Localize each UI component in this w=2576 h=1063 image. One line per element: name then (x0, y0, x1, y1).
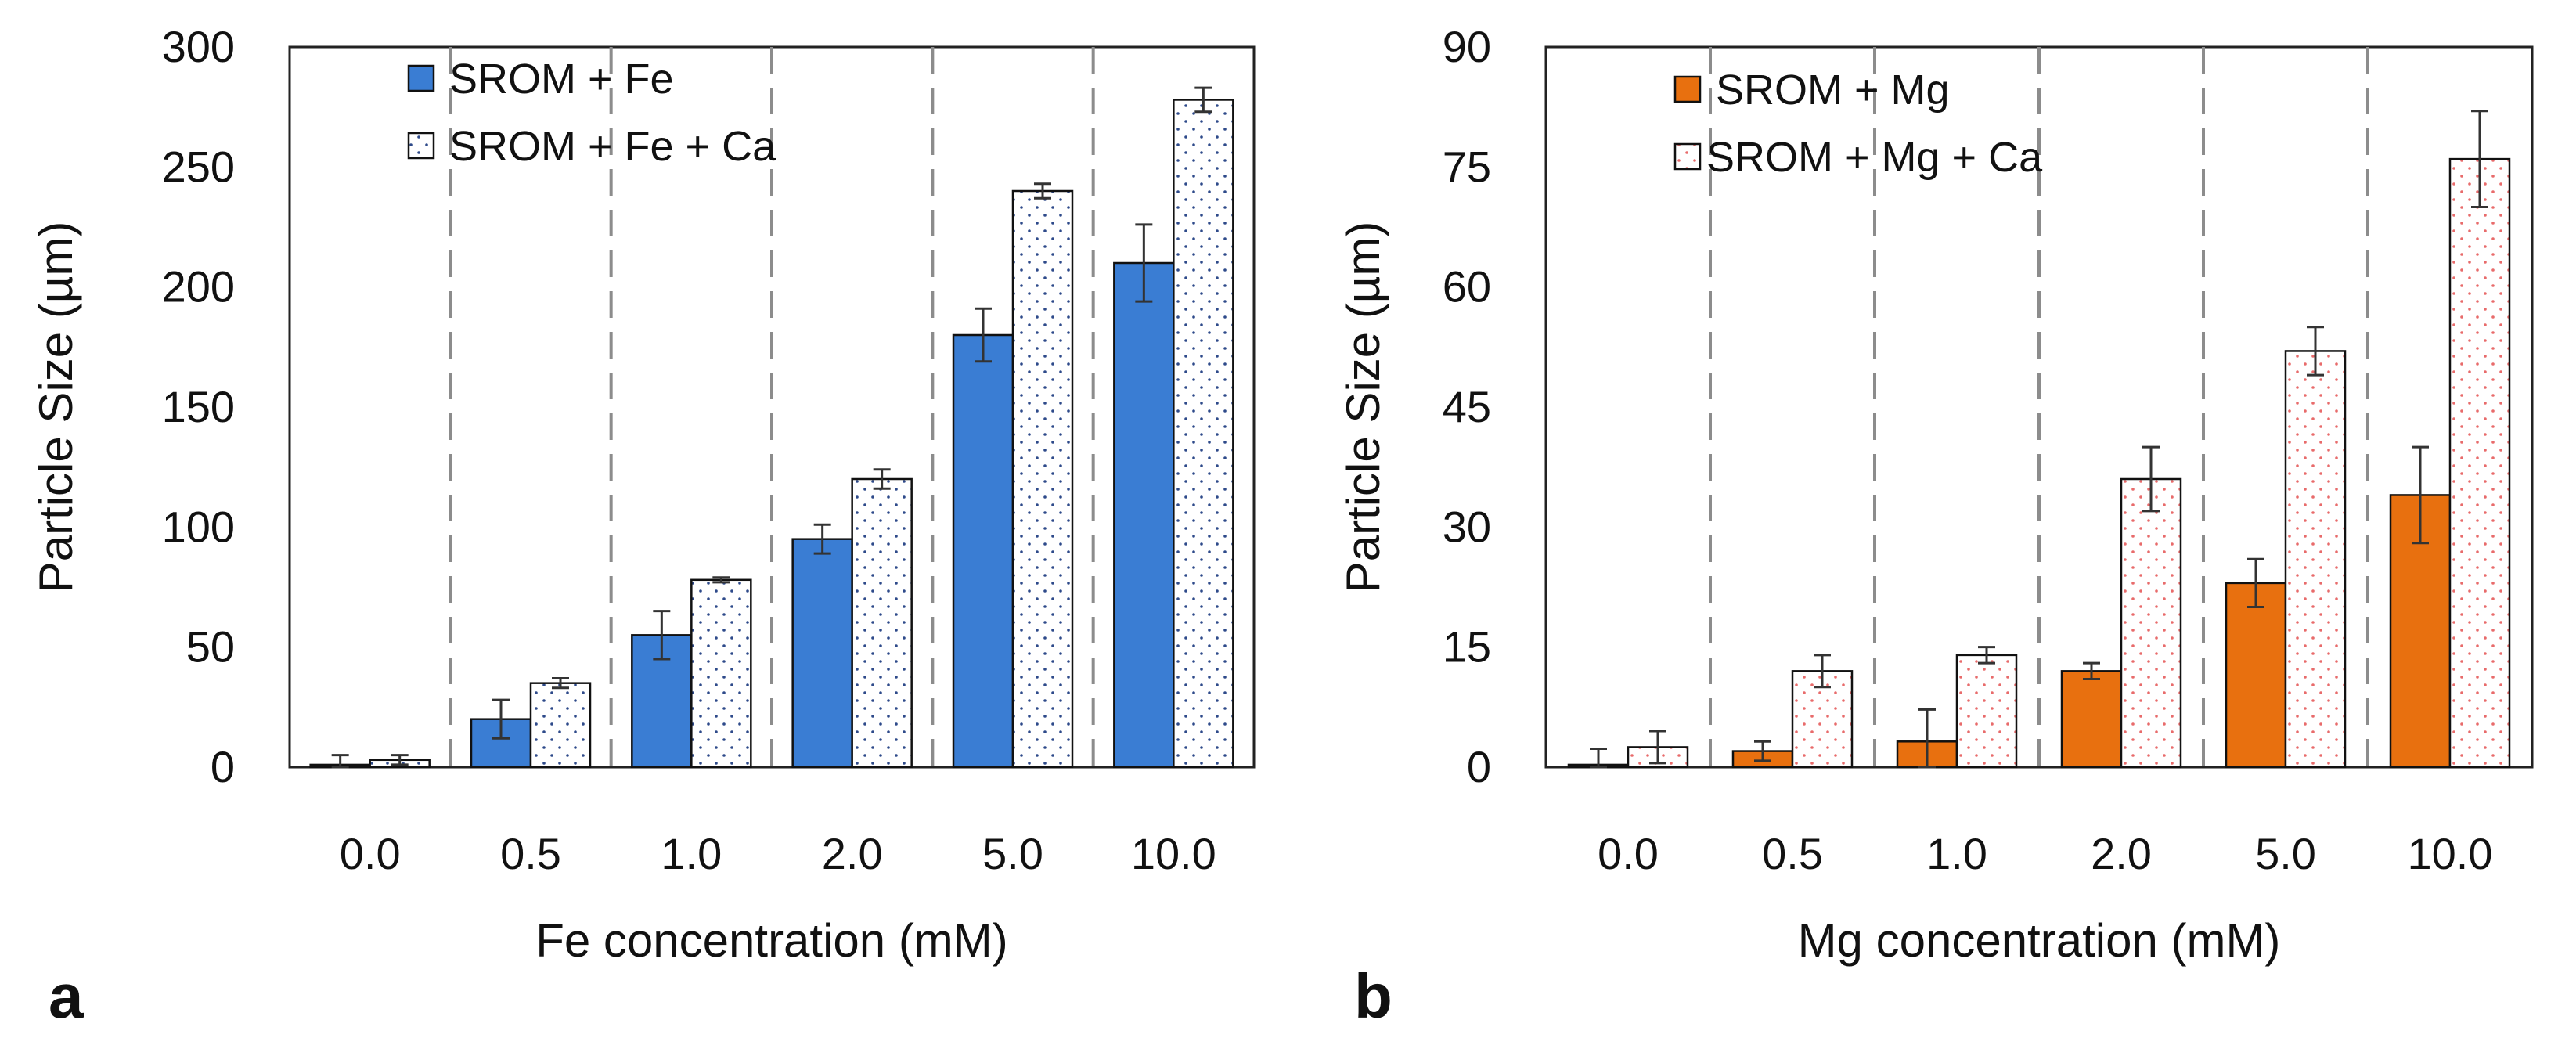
x-tick-label: 0.5 (500, 829, 561, 878)
bar-dotted (1955, 654, 2018, 769)
bar-dotted (1011, 189, 1074, 769)
legend-label-series-1-b: SROM + Mg (1716, 67, 1950, 114)
y-axis-title-a: Particle Size (µm) (30, 222, 82, 593)
x-axis-ticks-b: 0.0 0.5 1.0 2.0 5.0 10.0 (1598, 829, 2492, 878)
y-tick-label: 50 (186, 622, 235, 672)
bar-solid (2225, 582, 2287, 769)
legend-label-series-1-a: SROM + Fe (449, 56, 674, 103)
y-tick-label: 90 (1443, 22, 1491, 71)
bars-a (309, 86, 1234, 769)
y-tick-label: 15 (1443, 622, 1491, 672)
bar-solid (2060, 670, 2123, 769)
legend-swatch-dotted-a (407, 132, 435, 160)
bar-solid (1113, 261, 1175, 769)
x-tick-label: 0.5 (1762, 829, 1823, 878)
y-tick-label: 45 (1443, 382, 1491, 431)
x-axis-ticks-a: 0.0 0.5 1.0 2.0 5.0 10.0 (340, 829, 1216, 878)
legend-swatch-dotted-b (1673, 142, 1702, 171)
x-tick-label: 1.0 (1926, 829, 1987, 878)
y-tick-label: 60 (1443, 262, 1491, 312)
y-tick-label: 0 (211, 742, 235, 791)
bar-dotted (1173, 99, 1234, 769)
bar-dotted (690, 578, 752, 769)
legend-b: SROM + Mg SROM + Mg + Ca (1673, 67, 2043, 181)
panel-letter-b: b (1354, 961, 1392, 1031)
y-tick-label: 200 (162, 262, 235, 312)
y-tick-label: 75 (1443, 142, 1491, 191)
x-tick-label: 0.0 (1598, 829, 1659, 878)
bar-dotted (529, 682, 592, 769)
y-tick-label: 300 (162, 22, 235, 71)
x-tick-label: 10.0 (1131, 829, 1216, 878)
y-tick-label: 150 (162, 382, 235, 431)
bar-dotted (851, 477, 913, 769)
y-tick-label: 0 (1467, 742, 1491, 791)
x-tick-label: 5.0 (982, 829, 1043, 878)
y-tick-label: 30 (1443, 502, 1491, 551)
x-tick-label: 2.0 (822, 829, 883, 878)
bar-solid (952, 333, 1014, 769)
y-axis-ticks-b: 0 15 30 45 60 75 90 (1443, 22, 1491, 791)
legend-swatch-solid-a (407, 64, 435, 92)
legend-swatch-solid-b (1673, 75, 1702, 103)
x-axis-title-a: Fe concentration (mM) (535, 914, 1008, 967)
bar-dotted (2448, 157, 2511, 769)
x-axis-title-b: Mg concentration (mM) (1798, 914, 2281, 967)
legend-a: SROM + Fe SROM + Fe + Ca (407, 56, 776, 170)
chart-panel-b: 0 15 30 45 60 75 90 0.0 0.5 1.0 2.0 5.0 10.0 SROM +… (1337, 22, 2534, 1031)
bar-solid (791, 538, 853, 769)
bars-b (1567, 110, 2511, 769)
x-tick-label: 5.0 (2255, 829, 2316, 878)
legend-label-series-2-a: SROM + Fe + Ca (449, 123, 776, 170)
bar-dotted (2120, 477, 2182, 769)
panel-letter-a: a (49, 961, 84, 1031)
y-tick-label: 250 (162, 142, 235, 191)
x-tick-label: 1.0 (661, 829, 722, 878)
legend-label-series-2-b: SROM + Mg + Ca (1706, 134, 2043, 181)
x-tick-label: 2.0 (2091, 829, 2152, 878)
x-tick-label: 10.0 (2408, 829, 2493, 878)
chart-panel-a: 0 50 100 150 200 250 300 0.0 0.5 1.0 2.0 5.0 10.0 S… (30, 22, 1256, 1031)
x-tick-label: 0.0 (340, 829, 401, 878)
bar-dotted (2284, 350, 2347, 769)
y-tick-label: 100 (162, 502, 235, 551)
y-axis-ticks-a: 0 50 100 150 200 250 300 (162, 22, 235, 791)
y-axis-title-b: Particle Size (µm) (1337, 222, 1389, 593)
